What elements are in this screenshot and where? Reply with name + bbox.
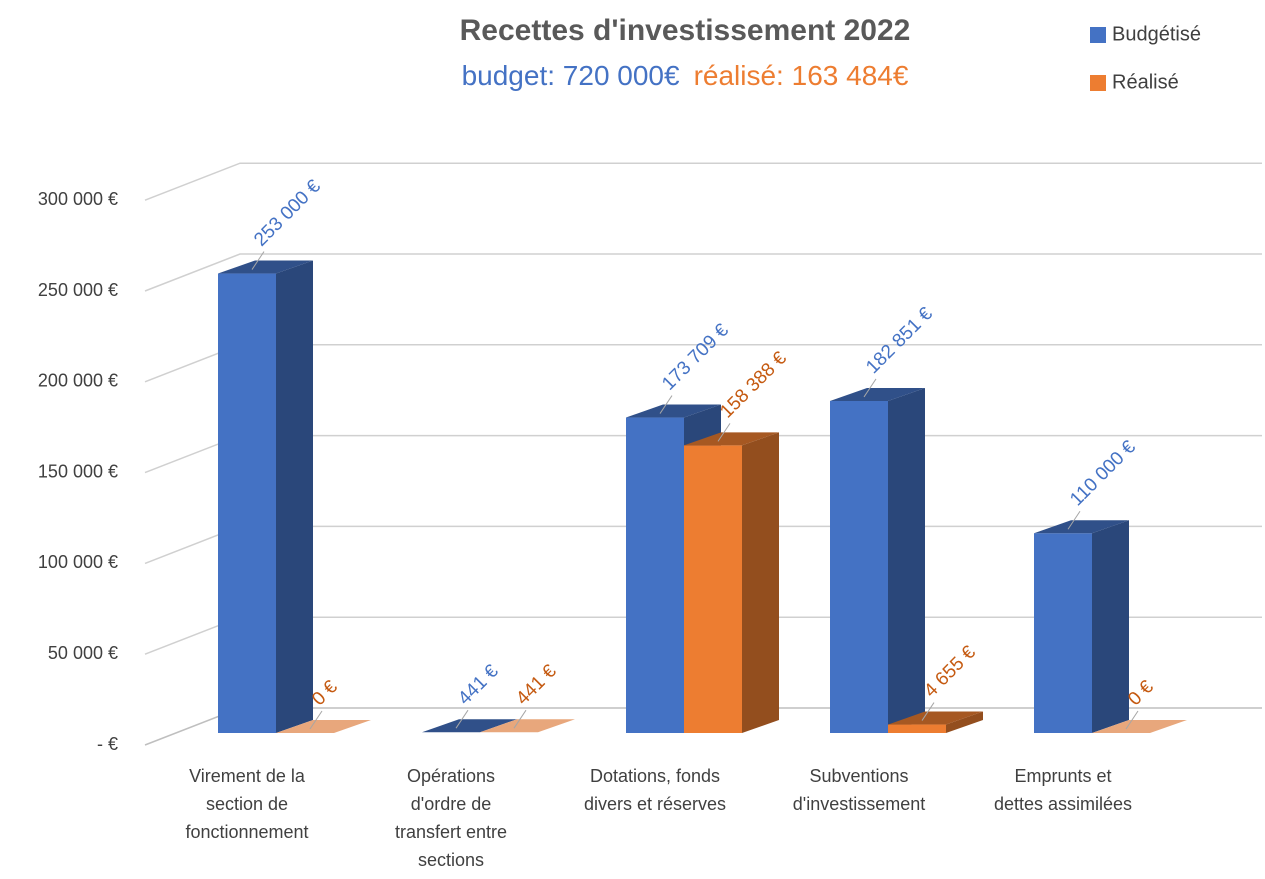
y-tick-label: 50 000 € — [48, 643, 118, 663]
bar — [1092, 720, 1187, 733]
data-label: 0 € — [1124, 676, 1158, 710]
y-tick-label: 150 000 € — [38, 461, 118, 481]
x-tick-label: Subventions d'investissement — [792, 766, 926, 814]
data-label: 173 709 € — [658, 320, 733, 395]
leader-line — [717, 423, 731, 442]
bar-front — [1034, 533, 1092, 733]
bar-side — [946, 711, 983, 733]
legend-label: Réalisé — [1112, 71, 1179, 93]
bar-side — [276, 260, 313, 733]
bar-front — [830, 400, 888, 733]
subtitle-part: budget: 720 000€ — [462, 60, 680, 91]
chart-subtitle: budget: 720 000€ réalisé: 163 484€ — [462, 60, 909, 91]
bar — [888, 711, 983, 733]
bar-top — [626, 404, 721, 418]
legend-swatch — [1090, 27, 1106, 43]
leader-line — [309, 710, 323, 730]
bar — [276, 720, 371, 733]
leader-line — [251, 251, 265, 270]
leader-line — [513, 709, 527, 729]
x-tick-label: Emprunts et dettes assimilées — [993, 766, 1133, 814]
y-tick-label: - € — [97, 734, 118, 754]
bar-top — [888, 711, 983, 725]
y-tick-label: 200 000 € — [38, 371, 118, 391]
bar-top — [276, 720, 371, 733]
bar-side — [742, 432, 779, 733]
leader-line — [1067, 510, 1081, 530]
bar — [218, 260, 313, 733]
y-tick-label: 300 000 € — [38, 189, 118, 209]
bar — [1034, 520, 1129, 733]
data-label: 441 € — [454, 661, 503, 710]
grid-line — [144, 253, 1262, 292]
bar-front — [888, 724, 946, 733]
legend-swatch — [1090, 75, 1106, 91]
bar-top — [684, 432, 779, 446]
bar-top — [422, 719, 517, 733]
data-label: 4 655 € — [920, 642, 980, 702]
bar-top — [218, 260, 313, 274]
bar-top — [480, 719, 575, 733]
bar-top — [830, 387, 925, 401]
bar-top — [1092, 720, 1187, 733]
leader-line — [455, 709, 469, 729]
bar-top — [1034, 520, 1129, 534]
data-label: 110 000 € — [1066, 436, 1140, 510]
x-tick-label: Virement de la section de fonctionnement — [185, 766, 309, 842]
data-label: 441 € — [512, 661, 561, 710]
y-tick-label: 250 000 € — [38, 280, 118, 300]
y-tick-label: 100 000 € — [38, 552, 118, 572]
data-label: 158 388 € — [716, 348, 791, 423]
legend-label: Budgétisé — [1112, 23, 1201, 45]
chart-title: Recettes d'investissement 2022 — [460, 14, 911, 47]
leader-line — [921, 702, 935, 721]
data-label: 182 851 € — [862, 303, 937, 378]
leader-line — [659, 395, 673, 414]
data-label: 253 000 € — [250, 176, 325, 251]
data-label: 0 € — [308, 676, 342, 710]
subtitle-part: réalisé: 163 484€ — [694, 60, 909, 91]
bar-front — [626, 417, 684, 733]
bar-front — [684, 445, 742, 733]
bar — [684, 432, 779, 733]
bar — [830, 387, 925, 733]
x-tick-label: Dotations, fonds divers et réserves — [583, 766, 727, 814]
bar — [422, 719, 517, 733]
bar-front — [218, 273, 276, 733]
bar-side — [1092, 520, 1129, 733]
leader-line — [1125, 710, 1139, 730]
bar-side — [888, 387, 925, 733]
bar — [480, 719, 575, 733]
x-tick-label: Opérations d'ordre de transfert entre se… — [394, 766, 508, 870]
leader-line — [863, 378, 877, 398]
